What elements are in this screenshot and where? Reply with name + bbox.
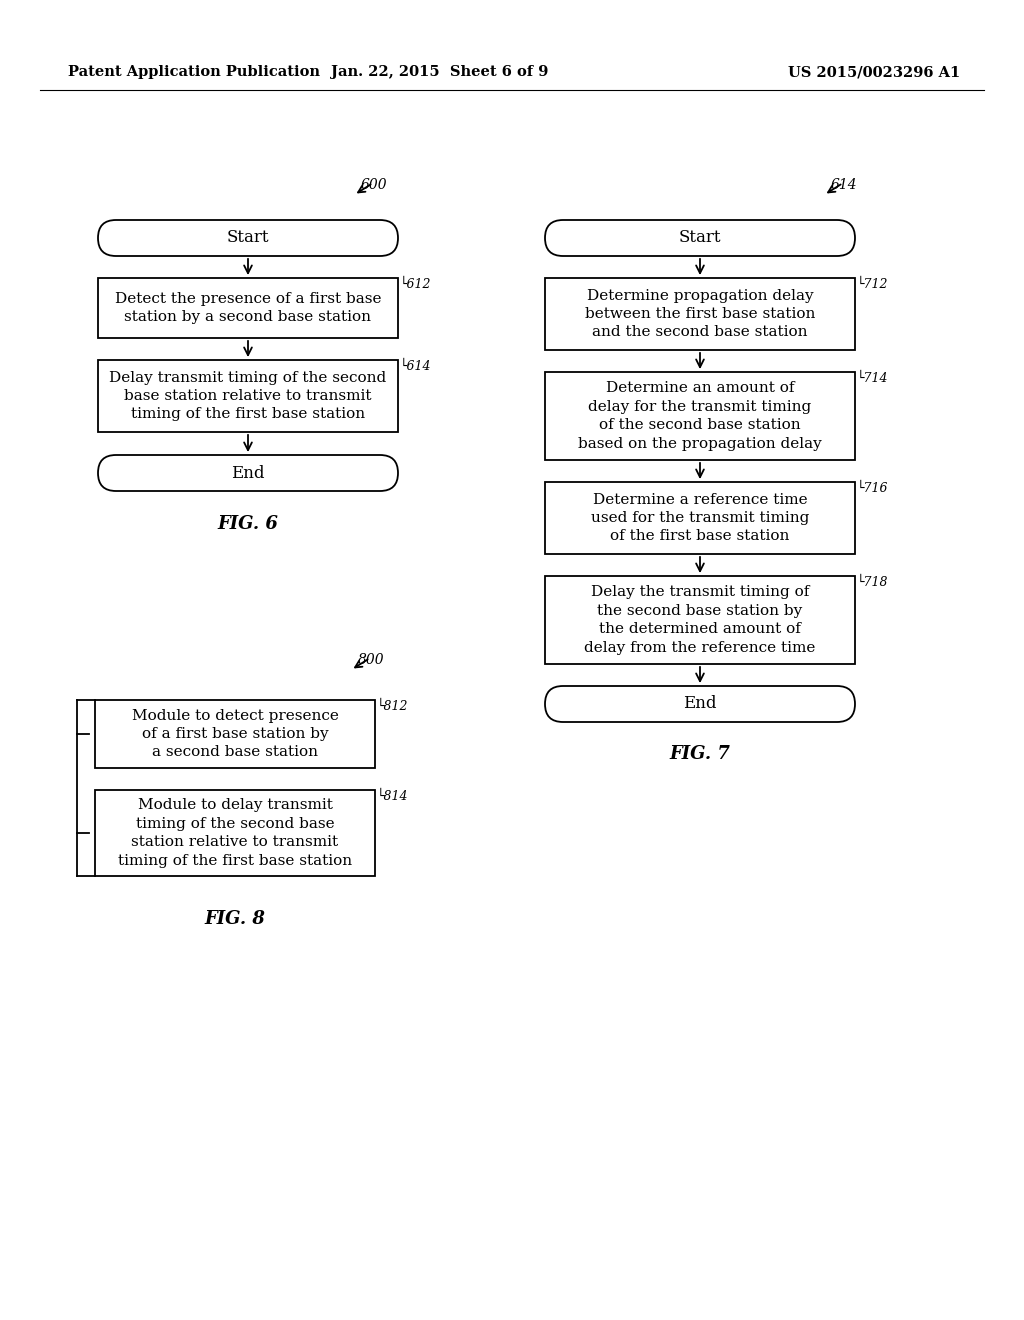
Text: └716: └716	[857, 482, 889, 495]
Text: Module to delay transmit
timing of the second base
station relative to transmit
: Module to delay transmit timing of the s…	[118, 799, 352, 867]
Text: └812: └812	[377, 700, 409, 713]
Text: 614: 614	[831, 178, 858, 191]
Text: 600: 600	[361, 178, 388, 191]
FancyBboxPatch shape	[545, 220, 855, 256]
Text: Delay the transmit timing of
the second base station by
the determined amount of: Delay the transmit timing of the second …	[585, 585, 816, 655]
Bar	[98, 279, 398, 338]
Bar	[545, 372, 855, 459]
Text: └712: └712	[857, 279, 889, 290]
Text: Module to detect presence
of a first base station by
a second base station: Module to detect presence of a first bas…	[131, 709, 339, 759]
Text: Determine propagation delay
between the first base station
and the second base s: Determine propagation delay between the …	[585, 289, 815, 339]
Text: Determine an amount of
delay for the transmit timing
of the second base station
: Determine an amount of delay for the tra…	[579, 381, 822, 450]
Text: Jan. 22, 2015  Sheet 6 of 9: Jan. 22, 2015 Sheet 6 of 9	[332, 65, 549, 79]
Text: Detect the presence of a first base
station by a second base station: Detect the presence of a first base stat…	[115, 292, 381, 325]
Text: End: End	[231, 465, 265, 482]
Text: 800: 800	[358, 653, 385, 667]
Text: Start: Start	[226, 230, 269, 247]
Text: End: End	[683, 696, 717, 713]
Text: └714: └714	[857, 372, 889, 385]
Text: └612: └612	[400, 279, 431, 290]
Text: US 2015/0023296 A1: US 2015/0023296 A1	[787, 65, 961, 79]
Text: FIG. 8: FIG. 8	[205, 909, 265, 928]
Text: └614: └614	[400, 360, 431, 374]
FancyBboxPatch shape	[98, 220, 398, 256]
Text: Start: Start	[679, 230, 721, 247]
Text: └718: └718	[857, 576, 889, 589]
FancyBboxPatch shape	[98, 455, 398, 491]
Bar	[95, 789, 375, 876]
Text: Determine a reference time
used for the transmit timing
of the first base statio: Determine a reference time used for the …	[591, 492, 809, 544]
Text: FIG. 6: FIG. 6	[217, 515, 279, 533]
Bar	[98, 360, 398, 432]
Text: Delay transmit timing of the second
base station relative to transmit
timing of : Delay transmit timing of the second base…	[110, 371, 387, 421]
Bar	[95, 700, 375, 768]
Text: Patent Application Publication: Patent Application Publication	[68, 65, 319, 79]
Text: FIG. 7: FIG. 7	[670, 744, 730, 763]
FancyBboxPatch shape	[545, 686, 855, 722]
Bar	[545, 576, 855, 664]
Text: └814: └814	[377, 789, 409, 803]
Bar	[545, 482, 855, 554]
Bar	[545, 279, 855, 350]
